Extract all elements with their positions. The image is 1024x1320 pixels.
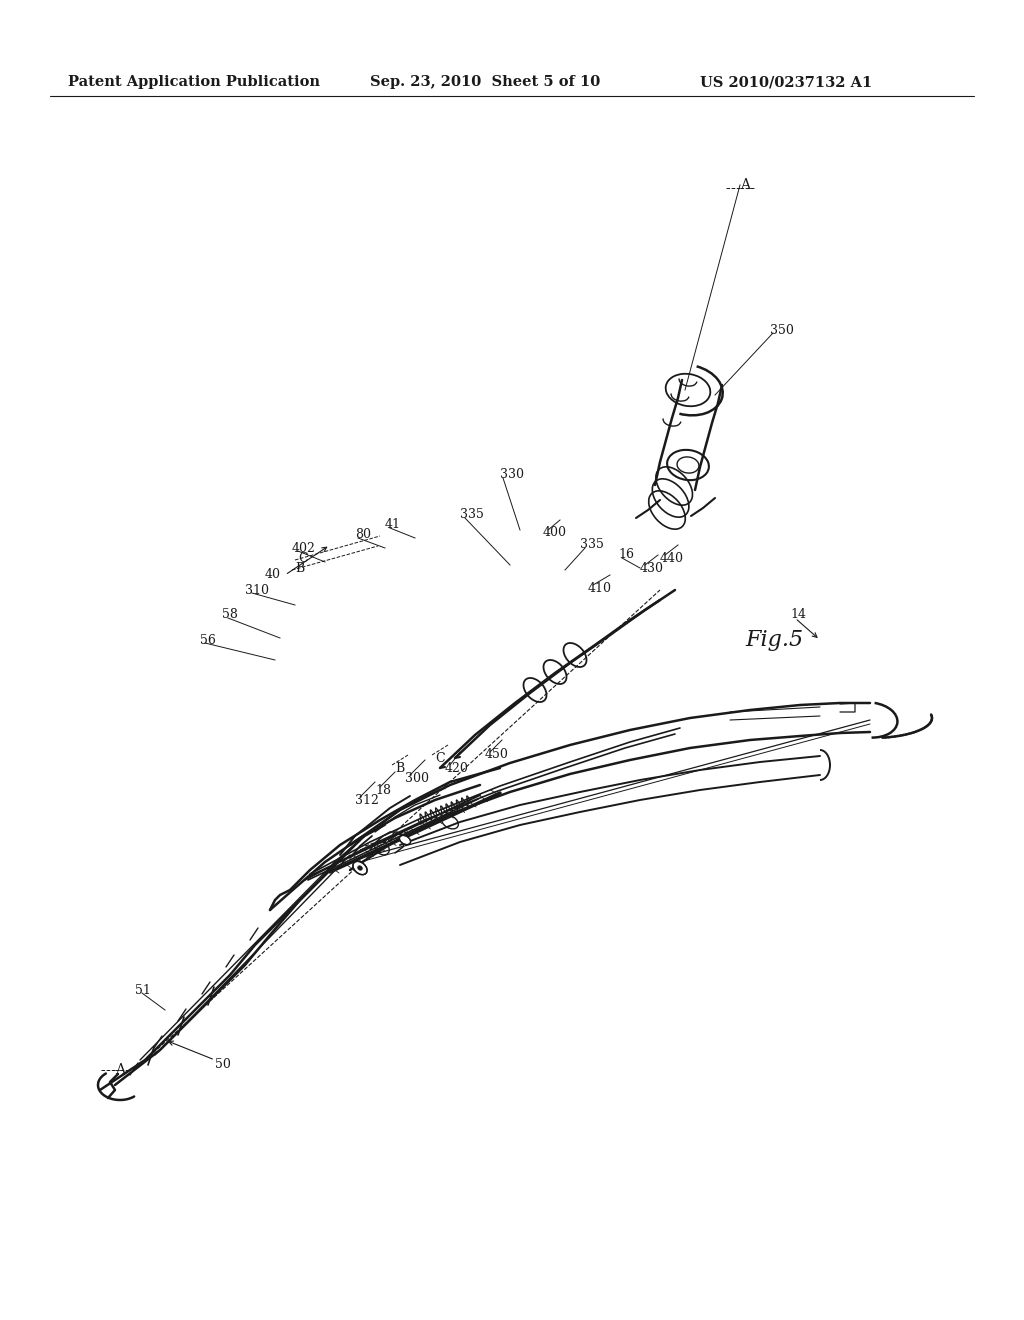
Text: Sep. 23, 2010  Sheet 5 of 10: Sep. 23, 2010 Sheet 5 of 10 [370, 75, 600, 88]
Text: 58: 58 [222, 609, 238, 622]
Text: 335: 335 [580, 539, 604, 552]
Text: C: C [298, 552, 307, 565]
Text: 56: 56 [200, 634, 216, 647]
Text: 310: 310 [245, 583, 269, 597]
Text: 18: 18 [375, 784, 391, 796]
Ellipse shape [399, 836, 411, 845]
Text: C: C [435, 751, 444, 764]
Text: 400: 400 [543, 527, 567, 540]
Text: B: B [395, 762, 404, 775]
Text: 14: 14 [790, 609, 806, 622]
Text: 50: 50 [215, 1059, 230, 1072]
Text: 440: 440 [660, 552, 684, 565]
Text: 335: 335 [460, 508, 484, 521]
Text: 300: 300 [406, 771, 429, 784]
Text: 430: 430 [640, 561, 664, 574]
Text: 450: 450 [485, 748, 509, 762]
Text: Patent Application Publication: Patent Application Publication [68, 75, 319, 88]
Ellipse shape [353, 862, 367, 875]
Text: 350: 350 [770, 323, 794, 337]
Ellipse shape [357, 866, 362, 870]
Text: 410: 410 [588, 582, 612, 594]
Text: 51: 51 [135, 983, 151, 997]
Text: 312: 312 [355, 793, 379, 807]
Text: 420: 420 [445, 762, 469, 775]
Text: 330: 330 [500, 469, 524, 482]
Text: 16: 16 [618, 549, 634, 561]
Text: B: B [295, 561, 304, 574]
Text: 80: 80 [355, 528, 371, 541]
Text: 402: 402 [292, 541, 315, 554]
Text: 40: 40 [265, 569, 281, 582]
Text: Fig.5: Fig.5 [745, 630, 803, 651]
Text: US 2010/0237132 A1: US 2010/0237132 A1 [700, 75, 872, 88]
Text: A: A [115, 1063, 125, 1077]
Text: A: A [740, 178, 750, 191]
Text: 41: 41 [385, 519, 401, 532]
